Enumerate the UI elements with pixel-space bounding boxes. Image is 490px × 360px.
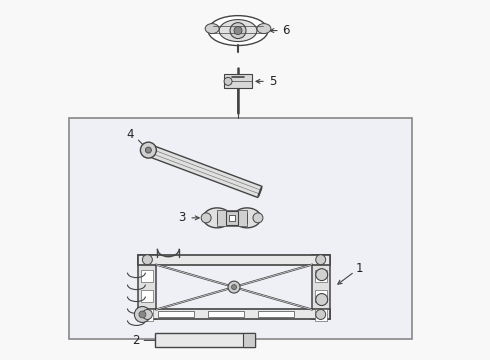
Bar [155,333,255,347]
Bar [217,210,247,226]
Circle shape [143,255,152,265]
Circle shape [232,285,237,289]
Text: 4: 4 [127,128,134,141]
Bar [312,255,330,319]
Circle shape [134,306,150,323]
Circle shape [316,293,328,306]
Circle shape [316,310,326,319]
Bar [138,255,156,319]
Bar [142,289,153,302]
Circle shape [230,23,246,39]
Bar [69,118,413,339]
Text: 6: 6 [282,24,290,37]
Circle shape [224,77,232,85]
Circle shape [316,255,326,265]
Bar [142,270,153,282]
Circle shape [201,213,211,223]
Bar [208,311,244,318]
Ellipse shape [233,208,261,228]
Bar [315,270,327,282]
Text: 2: 2 [132,334,139,347]
Circle shape [146,147,151,153]
Text: 3: 3 [178,211,186,224]
Circle shape [143,310,152,319]
Bar [226,211,238,225]
Bar [258,311,294,318]
Ellipse shape [219,20,257,41]
Circle shape [228,281,240,293]
Circle shape [316,269,328,280]
Bar [138,255,330,265]
Bar [243,333,255,347]
Circle shape [141,142,156,158]
Bar [315,310,327,321]
Bar [158,311,194,318]
Circle shape [253,213,263,223]
Bar [138,310,330,319]
Ellipse shape [257,24,271,33]
Text: 5: 5 [269,75,276,88]
Ellipse shape [208,15,268,45]
Circle shape [139,311,146,318]
Bar [229,215,235,221]
Ellipse shape [205,24,219,33]
Bar [224,75,252,88]
Bar [315,289,327,302]
Ellipse shape [203,208,231,228]
Text: 1: 1 [356,262,363,275]
Polygon shape [147,144,262,198]
Bar [142,310,153,321]
Circle shape [234,27,242,35]
